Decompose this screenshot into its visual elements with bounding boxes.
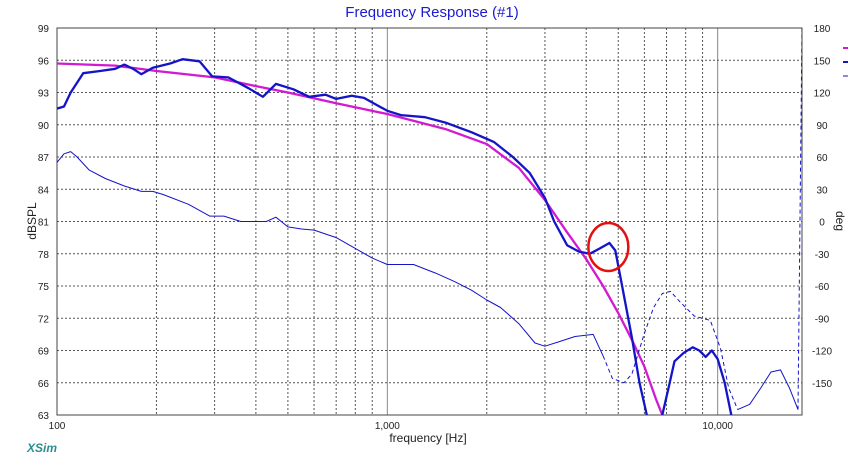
highlight-circle [587,221,630,273]
x-axis-label: frequency [Hz] [389,431,466,445]
series-line [661,346,733,415]
y-right-tick-label: -150 [812,379,832,390]
x-tick-label: 100 [49,421,66,432]
y-left-tick-label: 78 [38,250,50,261]
y-left-tick-label: 90 [38,121,50,132]
y-left-tick-label: 99 [38,24,50,35]
y-right-tick-label: -90 [815,314,830,325]
y-right-tick-label: 120 [814,89,831,100]
series-line [57,151,604,357]
y-right-tick-label: -60 [815,282,830,293]
y-left-tick-label: 96 [38,56,50,67]
y-left-tick-label: 69 [38,347,50,358]
y-left-tick-label: 84 [38,185,50,196]
series-line [57,58,648,415]
y-right-tick-label: 150 [814,56,831,67]
y-right-tick-label: 0 [819,218,825,229]
legend-stubs [843,47,848,77]
y-left-tick-label: 63 [38,411,50,422]
x-tick-label: 10,000 [702,421,733,432]
y-left-tick-label: 72 [38,314,50,325]
y-right-tick-label: -120 [812,347,832,358]
y-left-tick-label: 75 [38,282,50,293]
series-line [602,290,739,410]
y-right-tick-label: -30 [815,250,830,261]
chart-title: Frequency Response (#1) [345,4,518,21]
y-axis-label-right: deg [833,211,847,231]
series-line [57,62,664,415]
y-left-tick-label: 66 [38,379,50,390]
xsim-logo: XSim [26,441,57,455]
y-left-tick-label: 87 [38,153,50,164]
annotation-group [587,221,630,273]
x-tick-label: 1,000 [375,421,400,432]
plot-frame [56,27,803,416]
y-left-tick-label: 93 [38,89,50,100]
y-right-tick-label: 90 [816,121,828,132]
series-line [737,369,799,411]
y-left-tick-label: 81 [38,218,50,229]
y-right-tick-label: 180 [814,24,831,35]
y-right-tick-label: 30 [816,185,828,196]
series-group [57,28,802,415]
y-right-tick-label: 60 [816,153,828,164]
series-line [797,28,802,410]
y-axis-label-left: dBSPL [25,202,39,240]
axes: 63 66 69 72 75 78 81 84 87 90 93 96 99 -150 -120 -90 -60… [38,24,833,432]
